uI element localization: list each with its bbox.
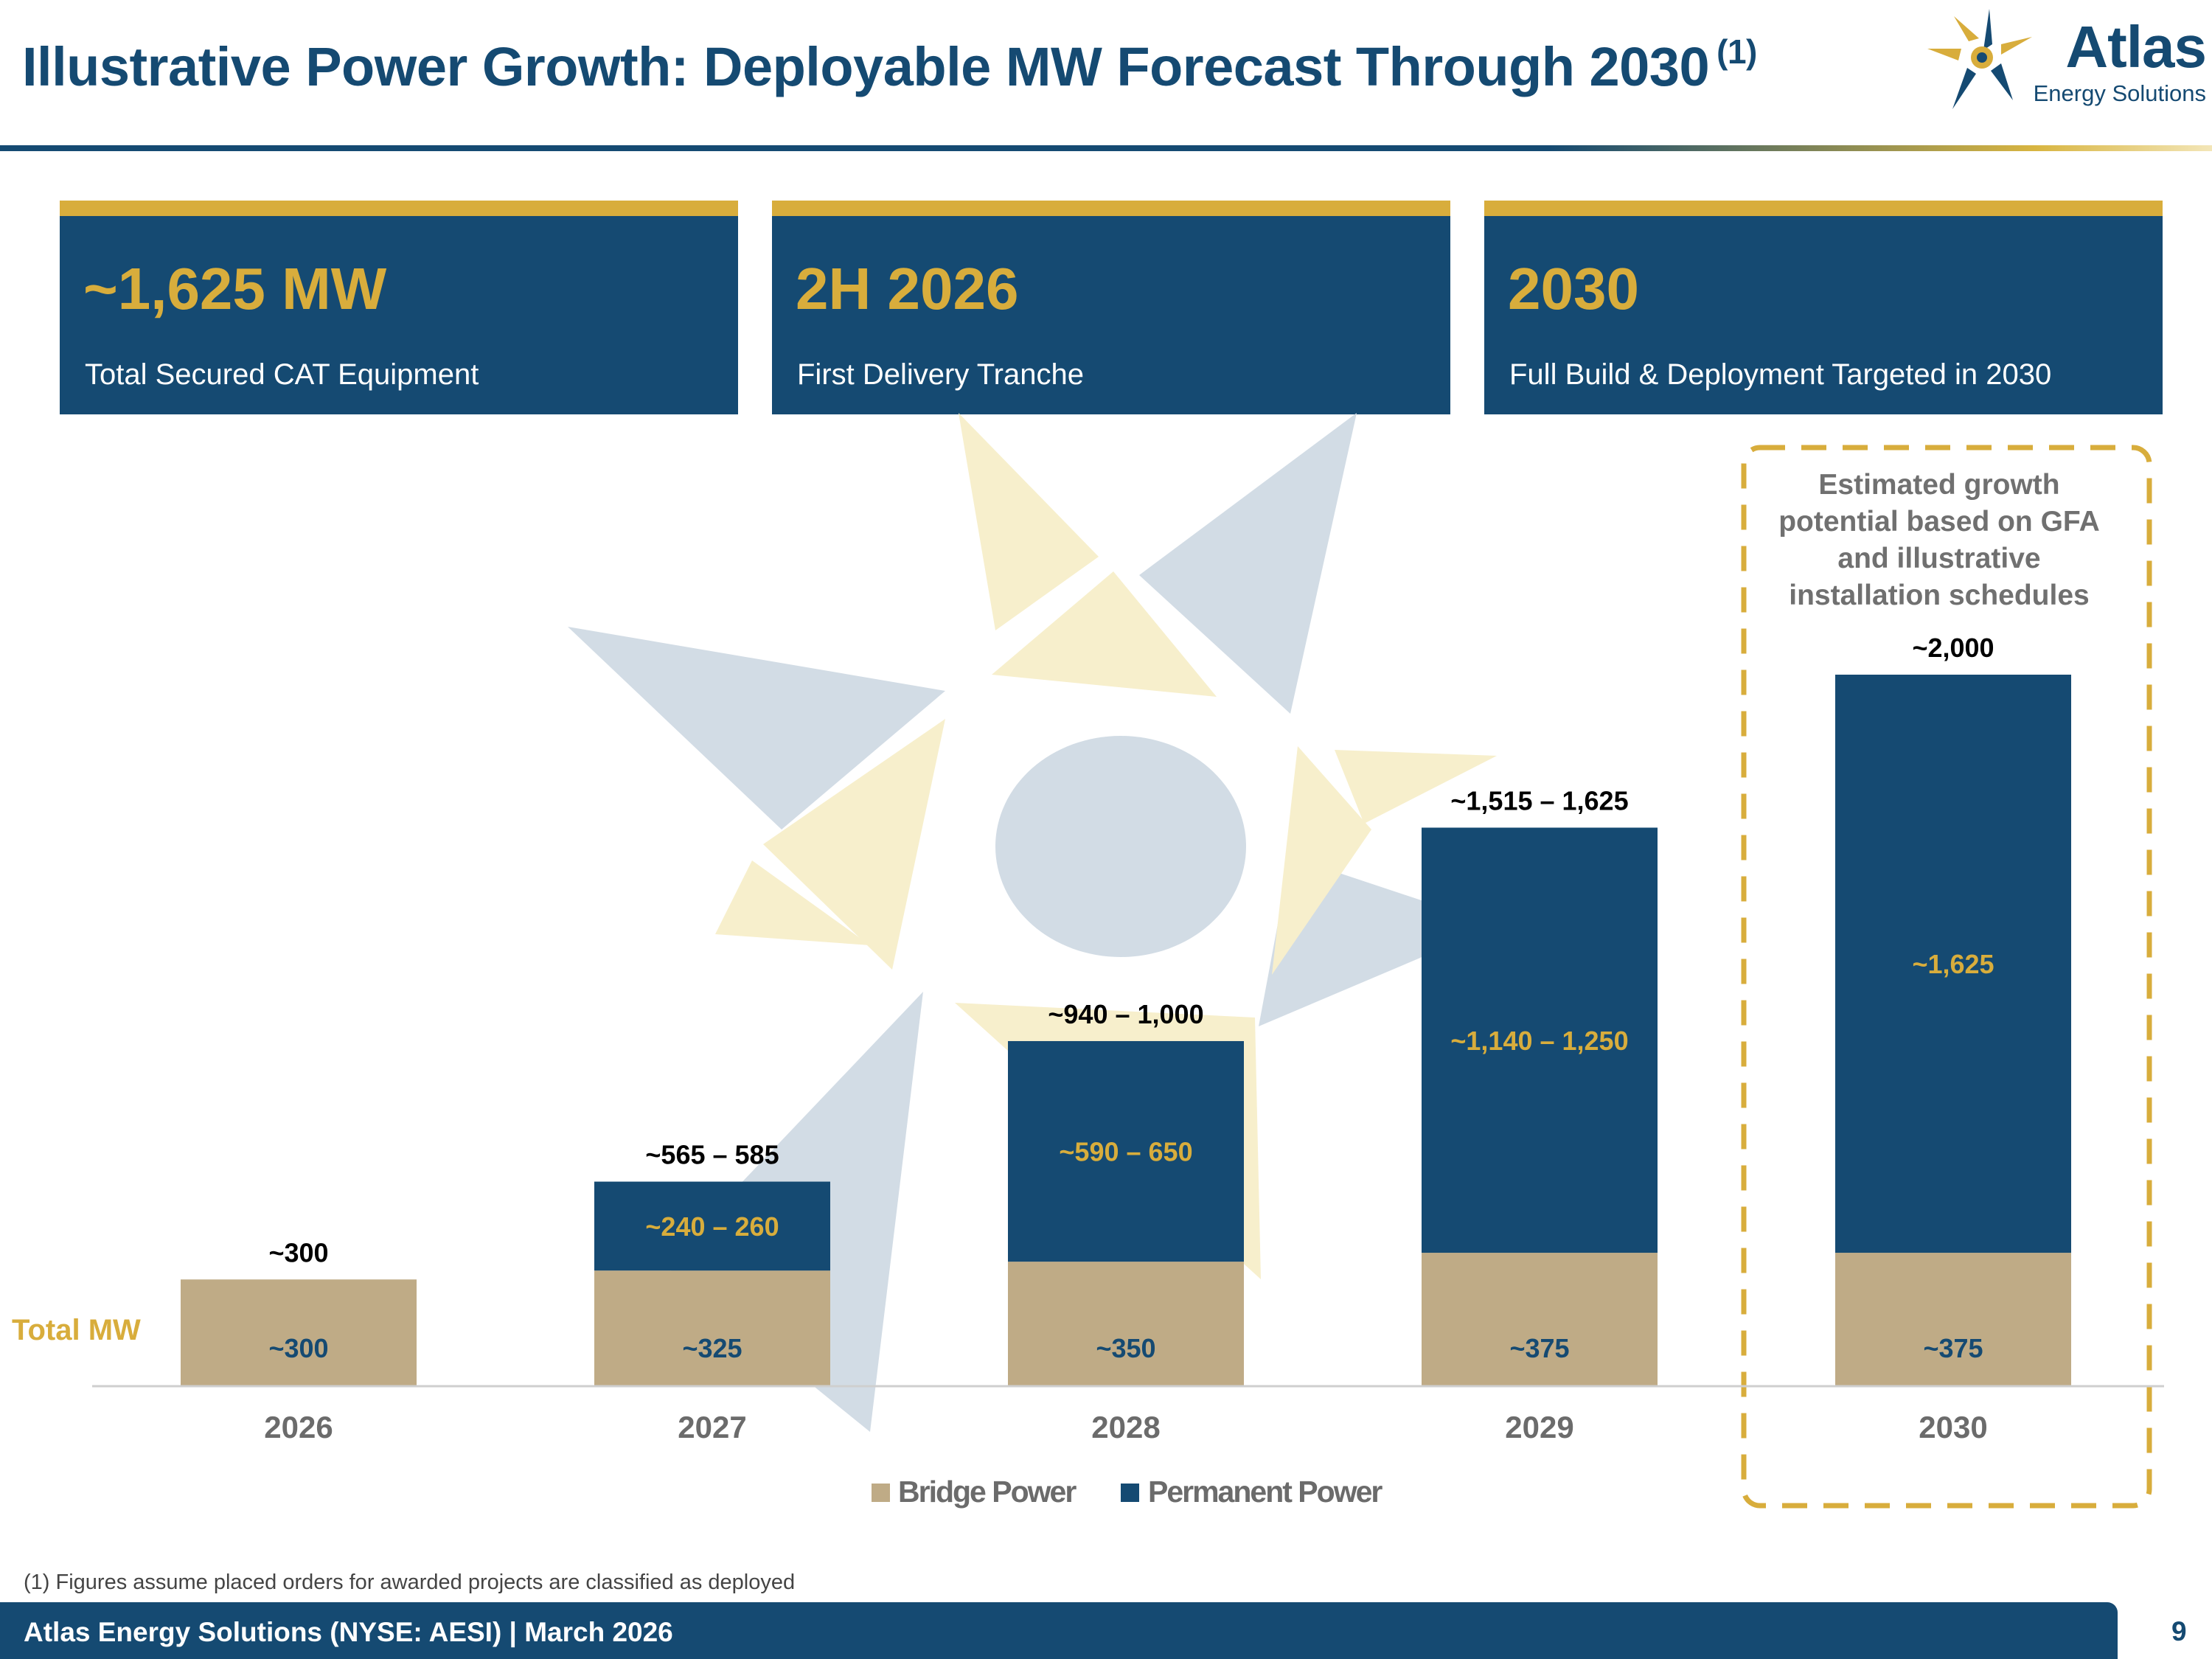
page-title: Illustrative Power Growth: Deployable MW… <box>22 32 1757 98</box>
legend-swatch-bridge <box>872 1484 890 1502</box>
permanent-value-label: ~590 – 650 <box>1059 1137 1192 1167</box>
x-tick-label: 2027 <box>678 1410 746 1444</box>
total-value-label: ~2,000 <box>1912 633 1994 663</box>
kpi-card-first-delivery: 2H 2026 First Delivery Tranche <box>772 201 1450 414</box>
total-value-label: ~1,515 – 1,625 <box>1450 785 1628 815</box>
legend-swatch-permanent <box>1121 1484 1139 1502</box>
title-footnote-ref: (1) <box>1717 32 1757 71</box>
permanent-power-bar <box>1422 827 1658 1253</box>
bridge-power-bar <box>181 1279 417 1386</box>
bridge-power-bar <box>594 1270 830 1386</box>
bridge-power-bar <box>1835 1253 2071 1386</box>
kpi-value: 2H 2026 <box>796 256 1019 321</box>
bridge-value-label: ~375 <box>1509 1333 1569 1363</box>
permanent-power-bar <box>1835 675 2071 1253</box>
footer-text: Atlas Energy Solutions (NYSE: AESI) | Ma… <box>24 1617 673 1647</box>
projection-dashed-box <box>1741 445 2152 1509</box>
page-number: 9 <box>2171 1616 2187 1646</box>
bridge-value-label: ~350 <box>1096 1333 1155 1363</box>
footer-bar: Atlas Energy Solutions (NYSE: AESI) | Ma… <box>0 1602 2118 1659</box>
bridge-value-label: ~375 <box>1923 1333 1983 1363</box>
star-logo-icon <box>1927 9 2032 109</box>
logo-subtitle: Energy Solutions <box>2033 80 2206 106</box>
kpi-card-secured-equipment: ~1,625 MW Total Secured CAT Equipment <box>60 201 738 414</box>
bridge-power-bar <box>1008 1262 1244 1386</box>
total-value-label: ~300 <box>268 1237 328 1267</box>
company-logo: Atlas Energy Solutions <box>1924 0 2212 118</box>
permanent-power-bar <box>594 1181 830 1271</box>
annotation-text-line: Estimated growth <box>1818 469 2059 501</box>
annotation-text-line: and illustrative <box>1837 543 2040 574</box>
permanent-power-bar <box>1008 1040 1244 1262</box>
annotation-text-line: installation schedules <box>1789 580 2089 611</box>
title-text: Illustrative Power Growth: Deployable MW… <box>22 36 1710 97</box>
footnote: (1) Figures assume placed orders for awa… <box>24 1571 796 1594</box>
kpi-value: 2030 <box>1508 256 1639 321</box>
title-divider <box>0 145 2212 151</box>
x-tick-label: 2029 <box>1505 1410 1573 1444</box>
permanent-value-label: ~1,625 <box>1912 949 1994 979</box>
legend-label-permanent: Permanent Power <box>1148 1475 1382 1509</box>
y-axis-label: Total MW <box>12 1314 141 1346</box>
x-tick-label: 2028 <box>1091 1410 1160 1444</box>
legend-label-bridge: Bridge Power <box>898 1475 1077 1509</box>
kpi-label: Total Secured CAT Equipment <box>85 358 479 391</box>
bridge-value-label: ~300 <box>268 1333 328 1363</box>
bridge-power-bar <box>1422 1253 1658 1386</box>
total-value-label: ~565 – 585 <box>645 1140 779 1170</box>
kpi-value: ~1,625 MW <box>83 256 387 321</box>
kpi-card-full-build: 2030 Full Build & Deployment Targeted in… <box>1484 201 2163 414</box>
permanent-value-label: ~1,140 – 1,250 <box>1450 1026 1628 1056</box>
kpi-label: Full Build & Deployment Targeted in 2030 <box>1509 358 2052 391</box>
annotation-text-line: potential based on GFA <box>1778 506 2100 538</box>
total-value-label: ~940 – 1,000 <box>1048 999 1203 1029</box>
kpi-label: First Delivery Tranche <box>797 358 1084 391</box>
logo-name: Atlas <box>2065 14 2207 80</box>
bridge-value-label: ~325 <box>682 1333 742 1363</box>
x-tick-label: 2026 <box>264 1410 333 1444</box>
permanent-value-label: ~240 – 260 <box>645 1211 779 1242</box>
x-tick-label: 2030 <box>1919 1410 1987 1444</box>
